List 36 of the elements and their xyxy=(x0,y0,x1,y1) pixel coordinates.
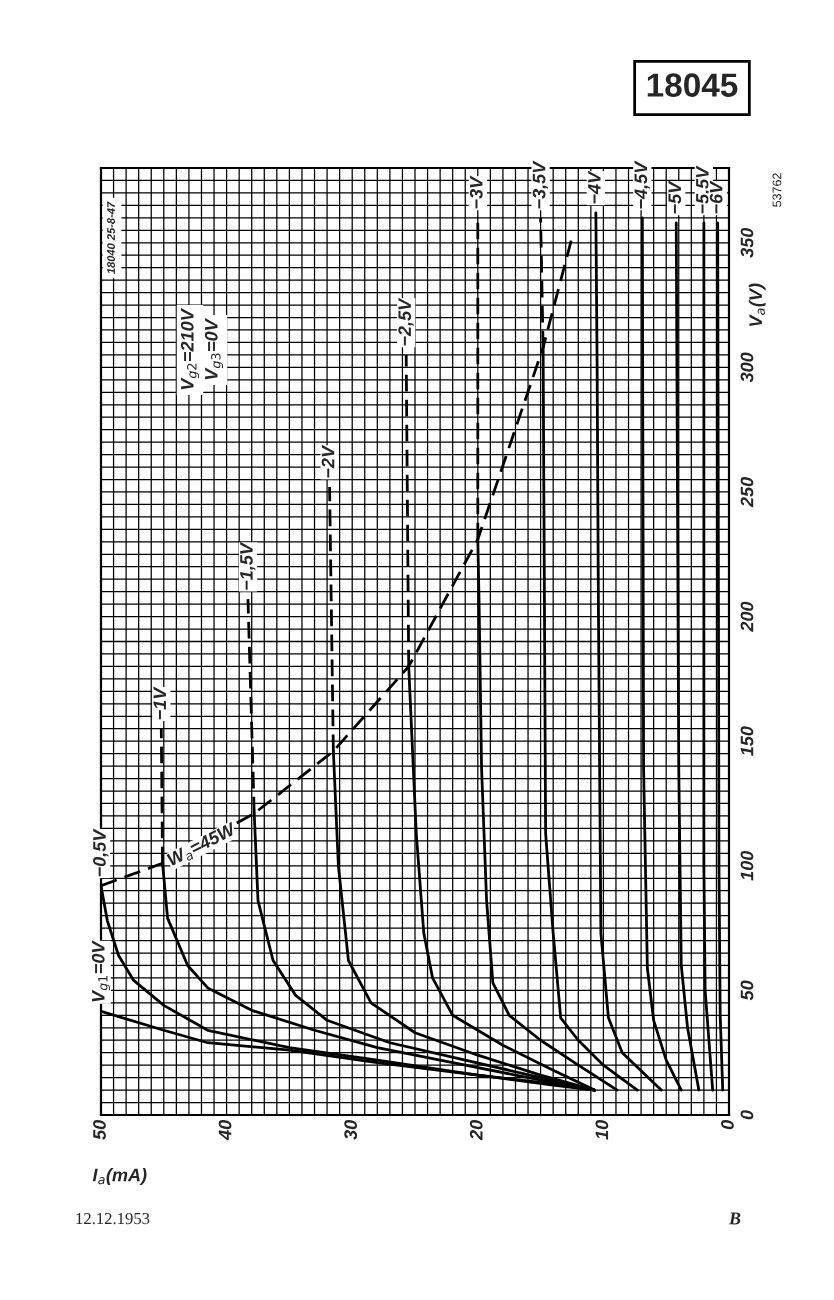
y-tick-label: 300 xyxy=(740,352,754,383)
text: −4,5V xyxy=(634,160,650,209)
annotation: 18040 25-8-47 xyxy=(107,201,115,274)
y-axis-title: V$_{a}$(V) xyxy=(748,283,766,327)
text: −1,5V xyxy=(240,541,256,590)
text: 18045 xyxy=(647,73,738,97)
text: 53762 xyxy=(772,173,782,207)
text: −3,5V xyxy=(532,160,549,209)
y-tick-label: 0 xyxy=(740,1110,754,1120)
x-tick-label: 20 xyxy=(469,1120,483,1141)
annotation: W$_{a}$=45W xyxy=(166,821,239,869)
text: −3V xyxy=(469,175,483,209)
x-axis-title: I$_{a}$(mA) xyxy=(92,1168,147,1185)
text: −6V xyxy=(709,180,723,214)
y-tick-label: 250 xyxy=(740,477,754,508)
x-tick-label: 40 xyxy=(218,1120,232,1141)
text: −2,5V xyxy=(398,297,414,346)
y-tick-label: 50 xyxy=(740,980,754,1001)
text: −0,5V xyxy=(93,828,109,877)
y-tick-label: 150 xyxy=(740,726,754,756)
y-tick-label: 350 xyxy=(740,227,754,258)
x-tick-label: 10 xyxy=(595,1120,609,1140)
y-tick-label: 200 xyxy=(740,601,754,632)
x-tick-label: 30 xyxy=(344,1120,358,1140)
text: −4V xyxy=(588,170,601,204)
y-tick-label: 100 xyxy=(740,850,754,881)
x-tick-label: 50 xyxy=(93,1120,106,1140)
annotation: V$_{g2}$=210V xyxy=(180,308,200,390)
text: −1V xyxy=(153,686,166,720)
text: 12.12.1953 xyxy=(76,1212,150,1225)
annotation: V$_{g3}$=0V xyxy=(204,318,224,380)
x-tick-label: 0 xyxy=(721,1120,734,1130)
text: −5V xyxy=(668,180,682,214)
text: B xyxy=(728,1212,741,1225)
text: V$_{g1}$=0V xyxy=(91,940,111,1002)
text: −2V xyxy=(321,444,335,478)
